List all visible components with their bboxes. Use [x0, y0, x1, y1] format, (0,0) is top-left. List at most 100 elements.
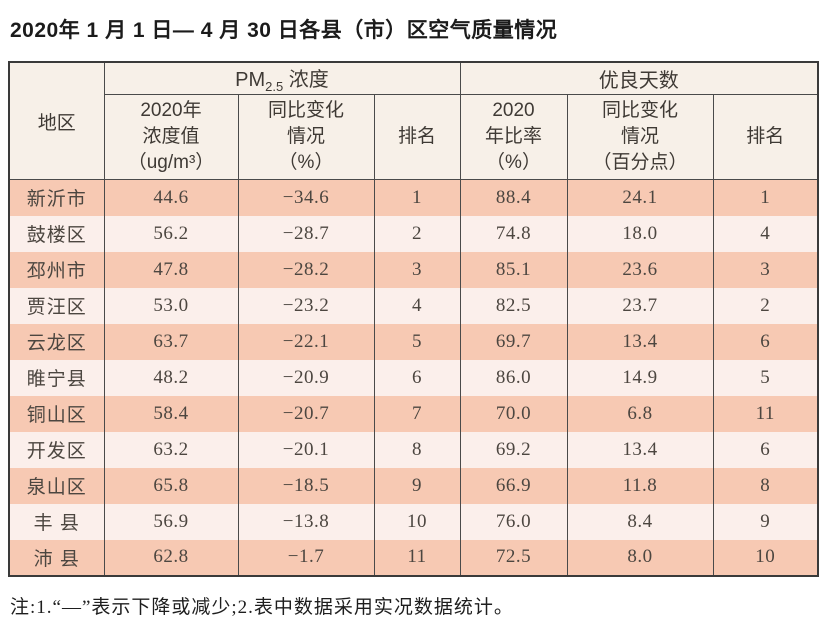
cell-pm-value: 63.7	[103, 323, 238, 360]
table-row: 铜山区 58.4 −20.7 7 70.0 6.8 11	[8, 395, 819, 432]
cell-good-change: 23.6	[566, 251, 713, 288]
cell-pm-rank: 6	[373, 359, 460, 396]
cell-region: 铜山区	[8, 395, 104, 432]
cell-pm-change: −28.2	[237, 251, 374, 288]
table-body: 新沂市 44.6 −34.6 1 88.4 24.1 1 鼓楼区 56.2 −28.7 2 74.8 1…	[8, 179, 819, 576]
cell-region: 云龙区	[8, 323, 104, 360]
cell-region: 开发区	[8, 431, 104, 468]
pm-label-suffix: 浓度	[283, 69, 329, 91]
table-row: 鼓楼区 56.2 −28.7 2 74.8 18.0 4	[8, 215, 819, 252]
cell-pm-value: 56.9	[103, 503, 238, 540]
cell-region: 泉山区	[8, 467, 104, 504]
cell-region: 鼓楼区	[8, 215, 104, 252]
cell-pm-rank: 8	[373, 431, 460, 468]
cell-pm-change: −20.1	[237, 431, 374, 468]
cell-pm-rank: 11	[373, 539, 460, 576]
header-group-good-days: 优良天数	[459, 62, 819, 95]
header-pm-change: 同比变化 情况 （%）	[237, 94, 374, 180]
cell-good-change: 8.4	[566, 503, 713, 540]
pm-label-subscript: 2.5	[265, 79, 284, 94]
cell-pm-change: −20.7	[237, 395, 374, 432]
cell-good-change: 13.4	[566, 431, 713, 468]
cell-region: 新沂市	[8, 179, 104, 216]
cell-pm-rank: 4	[373, 287, 460, 324]
cell-region: 丰 县	[8, 503, 104, 540]
air-quality-table: 地区 PM2.5 浓度 优良天数 2020年 浓度值 （ug/m³） 同比变化 …	[8, 61, 820, 577]
cell-good-ratio: 70.0	[459, 395, 567, 432]
table-row: 开发区 63.2 −20.1 8 69.2 13.4 6	[8, 431, 819, 468]
cell-pm-rank: 3	[373, 251, 460, 288]
cell-good-change: 13.4	[566, 323, 713, 360]
cell-good-ratio: 82.5	[459, 287, 567, 324]
cell-pm-value: 65.8	[103, 467, 238, 504]
cell-good-ratio: 69.7	[459, 323, 567, 360]
cell-pm-value: 58.4	[103, 395, 238, 432]
cell-good-change: 11.8	[566, 467, 713, 504]
cell-pm-value: 44.6	[103, 179, 238, 216]
header-region: 地区	[8, 62, 104, 180]
cell-good-ratio: 72.5	[459, 539, 567, 576]
cell-good-ratio: 74.8	[459, 215, 567, 252]
cell-pm-rank: 7	[373, 395, 460, 432]
cell-pm-value: 62.8	[103, 539, 238, 576]
cell-good-ratio: 76.0	[459, 503, 567, 540]
table-row: 云龙区 63.7 −22.1 5 69.7 13.4 6	[8, 323, 819, 360]
page-title: 2020年 1 月 1 日— 4 月 30 日各县（市）区空气质量情况	[10, 19, 558, 42]
cell-good-rank: 11	[712, 395, 819, 432]
table-row: 泉山区 65.8 −18.5 9 66.9 11.8 8	[8, 467, 819, 504]
cell-region: 睢宁县	[8, 359, 104, 396]
footnote: 注:1.“—”表示下降或减少;2.表中数据采用实况数据统计。	[10, 596, 514, 618]
cell-good-change: 18.0	[566, 215, 713, 252]
cell-good-change: 24.1	[566, 179, 713, 216]
cell-good-ratio: 66.9	[459, 467, 567, 504]
cell-good-rank: 6	[712, 323, 819, 360]
cell-good-rank: 5	[712, 359, 819, 396]
cell-good-ratio: 85.1	[459, 251, 567, 288]
cell-pm-rank: 5	[373, 323, 460, 360]
header-good-ratio: 2020 年比率 （%）	[459, 94, 567, 180]
cell-pm-change: −18.5	[237, 467, 374, 504]
cell-good-rank: 2	[712, 287, 819, 324]
pm-label-prefix: PM	[235, 69, 266, 91]
table-row: 沛 县 62.8 −1.7 11 72.5 8.0 10	[8, 539, 819, 576]
table-row: 邳州市 47.8 −28.2 3 85.1 23.6 3	[8, 251, 819, 288]
cell-pm-change: −34.6	[237, 179, 374, 216]
header-sub-row: 2020年 浓度值 （ug/m³） 同比变化 情况 （%） 排名 2020 年比…	[9, 94, 819, 180]
cell-good-change: 8.0	[566, 539, 713, 576]
cell-pm-value: 48.2	[103, 359, 238, 396]
cell-pm-change: −22.1	[237, 323, 374, 360]
table-row: 丰 县 56.9 −13.8 10 76.0 8.4 9	[8, 503, 819, 540]
header-good-rank: 排名	[712, 94, 819, 180]
cell-pm-change: −20.9	[237, 359, 374, 396]
cell-good-change: 23.7	[566, 287, 713, 324]
header-group-pm25: PM2.5 浓度	[103, 62, 460, 95]
table-row: 睢宁县 48.2 −20.9 6 86.0 14.9 5	[8, 359, 819, 396]
cell-pm-rank: 10	[373, 503, 460, 540]
header-group-row: 地区 PM2.5 浓度 优良天数	[8, 62, 819, 180]
table-row: 新沂市 44.6 −34.6 1 88.4 24.1 1	[8, 179, 819, 216]
cell-good-change: 14.9	[566, 359, 713, 396]
cell-pm-change: −1.7	[237, 539, 374, 576]
table-row: 贾汪区 53.0 −23.2 4 82.5 23.7 2	[8, 287, 819, 324]
cell-pm-value: 63.2	[103, 431, 238, 468]
cell-region: 邳州市	[8, 251, 104, 288]
cell-pm-rank: 9	[373, 467, 460, 504]
cell-pm-change: −23.2	[237, 287, 374, 324]
cell-good-rank: 1	[712, 179, 819, 216]
cell-good-rank: 9	[712, 503, 819, 540]
table-header: 地区 PM2.5 浓度 优良天数 2020年 浓度值 （ug/m³） 同比变化 …	[8, 62, 819, 180]
header-pm-rank: 排名	[373, 94, 460, 180]
cell-pm-change: −28.7	[237, 215, 374, 252]
cell-pm-value: 56.2	[103, 215, 238, 252]
cell-region: 沛 县	[8, 539, 104, 576]
cell-good-rank: 8	[712, 467, 819, 504]
cell-pm-value: 47.8	[103, 251, 238, 288]
cell-good-change: 6.8	[566, 395, 713, 432]
cell-good-ratio: 86.0	[459, 359, 567, 396]
cell-good-ratio: 88.4	[459, 179, 567, 216]
header-pm-value: 2020年 浓度值 （ug/m³）	[103, 94, 238, 180]
cell-pm-change: −13.8	[237, 503, 374, 540]
cell-good-rank: 10	[712, 539, 819, 576]
cell-good-rank: 3	[712, 251, 819, 288]
